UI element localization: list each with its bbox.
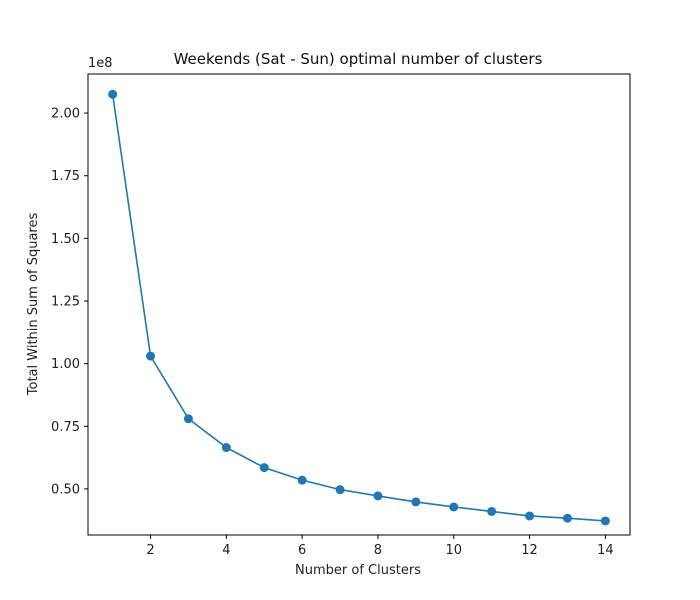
data-point [335, 485, 345, 495]
y-axis-offset-label: 1e8 [88, 56, 113, 71]
data-point [108, 89, 118, 99]
x-tick-label: 12 [521, 543, 538, 558]
data-point [449, 502, 459, 512]
y-tick-label: 1.75 [51, 169, 80, 184]
x-tick-label: 6 [298, 543, 306, 558]
y-tick-label: 0.75 [51, 420, 80, 435]
data-point [487, 506, 497, 516]
y-tick-label: 0.50 [51, 482, 80, 497]
y-axis-label: Total Within Sum of Squares [26, 213, 41, 397]
x-tick-label: 2 [146, 543, 154, 558]
y-tick-label: 1.00 [51, 357, 80, 372]
series-line [111, 94, 606, 522]
data-point [183, 414, 193, 424]
data-point [562, 513, 572, 523]
data-point [221, 443, 231, 453]
data-point [411, 497, 421, 507]
x-tick-label: 14 [597, 543, 614, 558]
data-point [146, 351, 156, 361]
x-axis-label: Number of Clusters [295, 563, 421, 578]
y-tick-label: 1.50 [51, 232, 80, 247]
y-tick-label: 1.25 [51, 294, 80, 309]
data-point [259, 463, 269, 473]
chart-title: Weekends (Sat - Sun) optimal number of c… [174, 50, 543, 68]
plot-area: 2 4 6 8 10 12 14 0.50 0.75 1.00 1.25 1.50 1.75 2.00 [51, 73, 631, 558]
x-tick-label: 8 [374, 543, 382, 558]
y-tick-label: 2.00 [51, 107, 80, 122]
data-point [600, 516, 610, 526]
plot-frame [87, 73, 631, 536]
x-tick-label: 4 [222, 543, 230, 558]
data-point [525, 511, 535, 521]
x-tick-label: 10 [445, 543, 462, 558]
data-point [373, 491, 383, 501]
data-point [297, 475, 307, 485]
